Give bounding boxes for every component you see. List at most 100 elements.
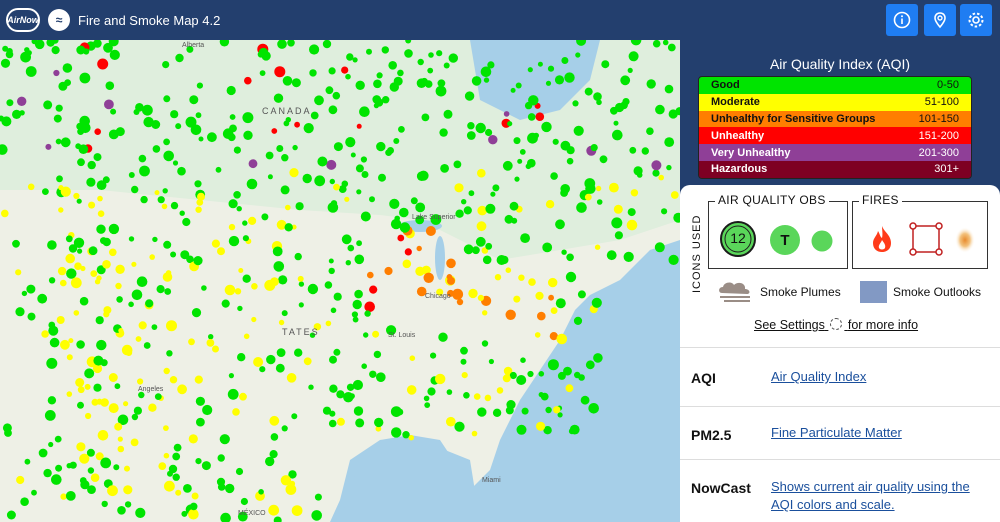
aqi-monitor-dot[interactable]	[94, 279, 101, 285]
aqi-monitor-dot[interactable]	[104, 99, 114, 110]
aqi-monitor-dot[interactable]	[397, 69, 404, 77]
aqi-monitor-dot[interactable]	[80, 265, 86, 272]
aqi-monitor-dot[interactable]	[172, 160, 179, 166]
aqi-monitor-dot[interactable]	[108, 403, 119, 414]
aqi-monitor-dot[interactable]	[496, 387, 504, 394]
aqi-monitor-dot[interactable]	[208, 334, 214, 340]
aqi-monitor-dot[interactable]	[528, 95, 539, 106]
aqi-monitor-dot[interactable]	[356, 189, 362, 195]
aqi-monitor-dot[interactable]	[162, 188, 168, 194]
aqi-monitor-dot[interactable]	[31, 489, 37, 496]
aqi-monitor-dot[interactable]	[237, 511, 248, 522]
aqi-monitor-dot[interactable]	[343, 392, 354, 403]
aqi-monitor-dot[interactable]	[60, 493, 67, 500]
aqi-monitor-dot[interactable]	[211, 239, 220, 248]
aqi-monitor-dot[interactable]	[202, 404, 213, 416]
aqi-monitor-dot[interactable]	[492, 408, 502, 417]
aqi-monitor-dot[interactable]	[87, 485, 96, 494]
aqi-monitor-dot[interactable]	[310, 111, 319, 120]
aqi-monitor-dot[interactable]	[258, 489, 264, 495]
aqi-monitor-dot[interactable]	[236, 206, 242, 212]
aqi-monitor-dot[interactable]	[94, 128, 101, 135]
aqi-monitor-dot[interactable]	[280, 185, 290, 195]
aqi-monitor-dot[interactable]	[375, 425, 382, 432]
aqi-monitor-dot[interactable]	[179, 210, 185, 216]
aqi-monitor-dot[interactable]	[516, 424, 527, 435]
aqi-monitor-dot[interactable]	[286, 373, 297, 383]
aqi-monitor-dot[interactable]	[108, 223, 120, 235]
aqi-monitor-dot[interactable]	[437, 79, 446, 88]
aqi-monitor-dot[interactable]	[298, 302, 304, 308]
aqi-monitor-dot[interactable]	[55, 104, 63, 112]
aqi-monitor-dot[interactable]	[60, 186, 71, 197]
aqi-monitor-dot[interactable]	[614, 231, 624, 240]
aqi-monitor-dot[interactable]	[217, 454, 225, 462]
aqi-monitor-dot[interactable]	[164, 480, 175, 492]
aqi-monitor-dot[interactable]	[415, 215, 425, 225]
aqi-monitor-dot[interactable]	[84, 383, 91, 390]
aqi-monitor-dot[interactable]	[435, 85, 447, 97]
aqi-monitor-dot[interactable]	[627, 67, 633, 73]
aqi-monitor-dot[interactable]	[545, 406, 552, 414]
aqi-monitor-dot[interactable]	[228, 235, 240, 247]
aqi-monitor-dot[interactable]	[507, 121, 513, 127]
aqi-monitor-dot[interactable]	[345, 73, 351, 80]
aqi-monitor-dot[interactable]	[158, 462, 167, 470]
aqi-monitor-dot[interactable]	[294, 348, 303, 357]
aqi-monitor-dot[interactable]	[96, 339, 107, 351]
aqi-monitor-dot[interactable]	[554, 75, 565, 85]
aqi-monitor-dot[interactable]	[384, 266, 393, 276]
aqi-monitor-dot[interactable]	[346, 53, 354, 61]
aqi-monitor-dot[interactable]	[641, 147, 649, 155]
aqi-monitor-dot[interactable]	[228, 199, 238, 209]
aqi-monitor-dot[interactable]	[573, 316, 583, 325]
aqi-monitor-dot[interactable]	[408, 435, 414, 441]
aqi-monitor-dot[interactable]	[34, 40, 45, 50]
aqi-monitor-dot[interactable]	[239, 392, 247, 401]
aqi-monitor-dot[interactable]	[88, 201, 96, 209]
aqi-monitor-dot[interactable]	[364, 301, 376, 313]
aqi-monitor-dot[interactable]	[66, 354, 73, 361]
aqi-monitor-dot[interactable]	[622, 98, 630, 106]
aqi-monitor-dot[interactable]	[313, 323, 322, 331]
aqi-monitor-dot[interactable]	[662, 40, 669, 46]
aqi-monitor-dot[interactable]	[345, 137, 356, 148]
aqi-monitor-dot[interactable]	[661, 208, 668, 215]
aqi-monitor-dot[interactable]	[307, 283, 319, 295]
aqi-monitor-dot[interactable]	[27, 183, 35, 191]
aqi-monitor-dot[interactable]	[172, 473, 180, 481]
aqi-monitor-dot[interactable]	[461, 372, 468, 379]
aqi-monitor-dot[interactable]	[519, 149, 526, 155]
aqi-monitor-dot[interactable]	[201, 285, 207, 291]
aqi-monitor-dot[interactable]	[163, 367, 170, 375]
aqi-monitor-dot[interactable]	[537, 311, 546, 321]
aqi-monitor-dot[interactable]	[16, 475, 25, 485]
aqi-monitor-dot[interactable]	[45, 143, 52, 150]
aqi-monitor-dot[interactable]	[224, 284, 236, 296]
aqi-monitor-dot[interactable]	[289, 168, 299, 178]
aqi-monitor-dot[interactable]	[217, 483, 226, 491]
aqi-monitor-dot[interactable]	[492, 184, 500, 192]
aqi-monitor-dot[interactable]	[303, 357, 312, 366]
aqi-monitor-dot[interactable]	[324, 281, 333, 289]
aqi-monitor-dot[interactable]	[161, 203, 168, 210]
aqi-monitor-dot[interactable]	[514, 176, 520, 182]
aqi-monitor-dot[interactable]	[128, 301, 134, 308]
aqi-monitor-dot[interactable]	[483, 77, 490, 83]
aqi-monitor-dot[interactable]	[538, 371, 545, 377]
aqi-monitor-dot[interactable]	[480, 66, 492, 78]
aqi-monitor-dot[interactable]	[19, 110, 25, 116]
aqi-monitor-dot[interactable]	[484, 394, 492, 402]
aqi-monitor-dot[interactable]	[630, 40, 642, 46]
definition-link[interactable]: Shows current air quality using the AQI …	[771, 479, 970, 512]
aqi-monitor-dot[interactable]	[666, 164, 672, 171]
aqi-monitor-dot[interactable]	[164, 288, 172, 295]
aqi-monitor-dot[interactable]	[418, 170, 429, 181]
aqi-monitor-dot[interactable]	[481, 340, 489, 347]
aqi-monitor-dot[interactable]	[109, 49, 120, 60]
aqi-monitor-dot[interactable]	[612, 129, 623, 141]
aqi-monitor-dot[interactable]	[416, 245, 422, 252]
aqi-monitor-dot[interactable]	[555, 219, 565, 230]
aqi-monitor-dot[interactable]	[131, 289, 143, 301]
aqi-monitor-dot[interactable]	[259, 366, 266, 373]
